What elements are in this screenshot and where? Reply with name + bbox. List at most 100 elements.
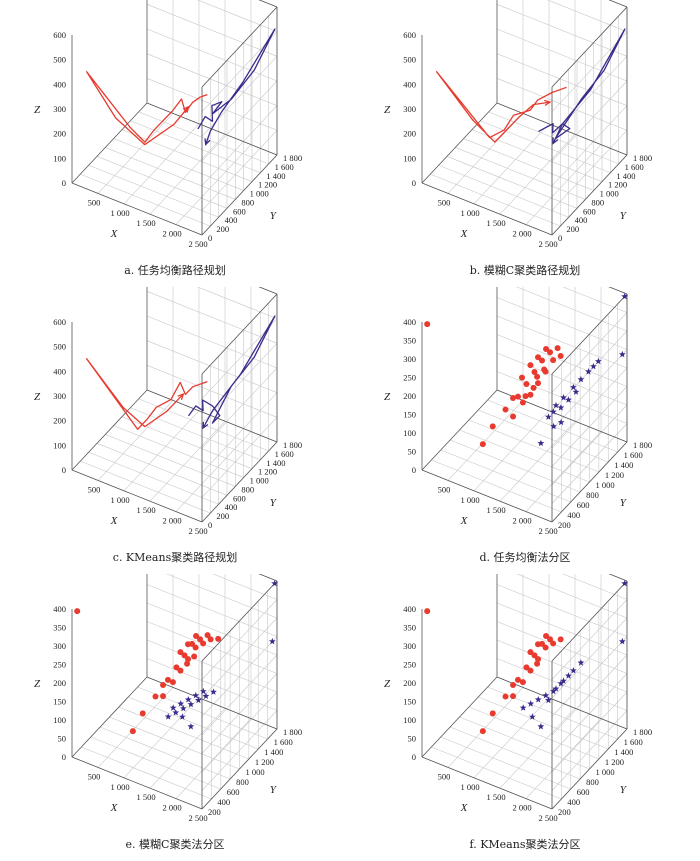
data-point-circle [164,676,171,683]
x-tick-label: 500 [438,771,451,781]
x-tick-label: 2 000 [162,229,181,239]
gridline-f [496,584,628,637]
x-tick-label: 1 000 [110,495,129,505]
y-tick-label: 1 400 [264,747,283,757]
data-point-star [572,388,580,395]
data-point-circle [479,728,486,735]
chart-panel-a: 500 1 000 1 500 2 000 2 500 0 200 400 600 800 1 00… [0,0,350,287]
series-line-0 [85,358,208,430]
data-point-star [618,350,626,358]
z-tick-label: 400 [53,79,66,89]
data-point-circle [74,608,81,615]
gridline-d [468,419,599,473]
data-point-circle [204,632,211,639]
data-point-star [268,637,276,645]
gridline-a [130,120,261,174]
gridline-b [551,56,628,137]
y-tick-label: 800 [586,777,599,787]
y-tick-label: 1 000 [246,767,265,777]
gridline-a [197,0,278,32]
z-tick-label: 200 [403,678,416,688]
y-tick-label: 1 600 [624,450,643,460]
data-point-circle [510,413,517,420]
y-tick-label: 200 [216,224,229,234]
z-tick-label: 500 [403,55,416,65]
y-tick-label: 1 200 [605,757,624,767]
x-axis-label: X [110,802,119,814]
gridline-c [113,425,244,478]
gridline-b [496,78,628,131]
series-group-f [424,579,629,735]
y-tick-label: 1 800 [633,153,652,163]
box-edge-f [421,676,498,758]
gridline-b [473,123,550,205]
gridline-f [562,574,628,600]
x-tick-label: 2 500 [188,239,207,249]
data-point-star [199,687,207,695]
box-edge-d [551,293,628,375]
data-point-circle [185,641,192,648]
gridline-a [123,123,200,205]
data-point-circle [557,636,564,643]
z-tick-label: 300 [403,354,416,364]
gridline-a [88,164,219,218]
gridline-c [146,291,278,344]
data-point-circle [535,354,542,361]
y-tick-label: 1 400 [266,458,285,468]
data-point-circle [557,353,564,360]
x-tick-label: 1 000 [460,782,479,792]
data-point-circle [543,632,550,639]
x-tick-label: 2 500 [188,813,207,823]
y-tick-label: 1 600 [274,737,293,747]
data-point-star [621,292,629,300]
data-point-circle [543,345,550,352]
y-tick-label: 1 200 [608,180,627,190]
x-tick-label: 2 000 [162,516,181,526]
gridline-b [438,164,569,218]
y-tick-label: 1 200 [605,470,624,480]
z-tick-label: 100 [53,715,66,725]
z-tick-label: 350 [403,336,416,346]
data-point-star [271,579,279,587]
x-tick-label: 2 500 [188,526,207,536]
y-tick-label: 1 400 [614,460,633,470]
y-tick-label: 0 [208,520,212,530]
gridline-c [105,434,236,487]
gridline-c [146,315,278,369]
gridline-d [459,429,590,483]
data-point-circle [510,693,517,700]
y-tick-label: 1 000 [596,480,615,490]
z-tick-label: 250 [53,660,66,670]
data-point-circle [554,345,561,352]
x-axis-label: X [460,228,469,240]
y-tick-label: 1 600 [624,737,643,747]
gridline-d [496,297,628,350]
data-point-star [545,696,552,704]
gridline-a [201,80,278,162]
data-point-circle [502,406,509,413]
y-tick-label: 800 [236,777,249,787]
z-tick-label: 0 [412,178,416,188]
gridline-c [130,407,261,461]
y-tick-label: 1 600 [275,449,294,459]
gridline-e [146,602,278,656]
z-axis-label: Z [384,678,391,690]
z-tick-label: 300 [53,104,66,114]
data-point-circle [519,399,526,406]
z-tick-label: 500 [53,55,66,65]
data-point-star [187,700,195,708]
z-tick-label: 350 [403,623,416,633]
data-point-circle [527,362,534,369]
gridline-a [146,53,278,106]
data-point-star [542,691,550,699]
series-line-1 [197,28,276,145]
gridline-e [146,584,278,637]
chart-panel-e: 500 1 000 1 500 2 000 2 500 200 400 600 800 1 000… [0,574,350,861]
gridline-d [496,315,628,369]
gridline-f [431,746,562,800]
data-point-circle [527,391,534,398]
box-edge-b [421,182,553,236]
z-tick-label: 150 [403,697,416,707]
